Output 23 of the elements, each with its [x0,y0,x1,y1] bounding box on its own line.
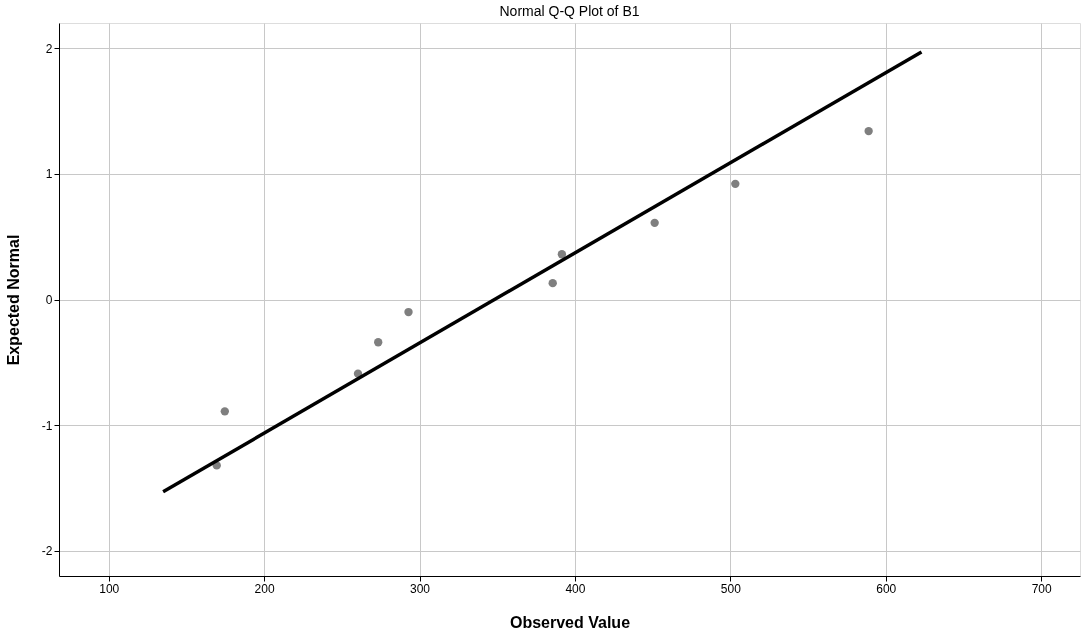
point [864,126,873,136]
y-axis-title: Expected Normal [4,234,22,366]
x-tick-label: 100 [99,581,120,596]
point [557,250,567,259]
y-tick-label: -1 [41,418,53,433]
point [220,407,229,416]
x-tick-label: 500 [720,581,742,596]
y-tick-label: -2 [41,544,53,559]
y-tick-label: 0 [45,293,53,307]
x-tick-label: 200 [254,581,275,596]
point [731,179,740,189]
x-tick-label: 400 [565,581,586,596]
point [374,338,383,347]
x-tick-label: 300 [410,581,431,596]
point [650,218,659,228]
x-tick-label: 700 [1031,581,1052,596]
y-tick-label: 1 [45,167,53,182]
point [404,307,413,317]
chart-title: Normal Q-Q Plot of B1 [499,3,640,19]
point [548,278,557,288]
x-axis-title: Observed Value [509,613,631,631]
x-tick-label: 600 [876,581,897,596]
y-tick-label: 2 [45,41,53,56]
